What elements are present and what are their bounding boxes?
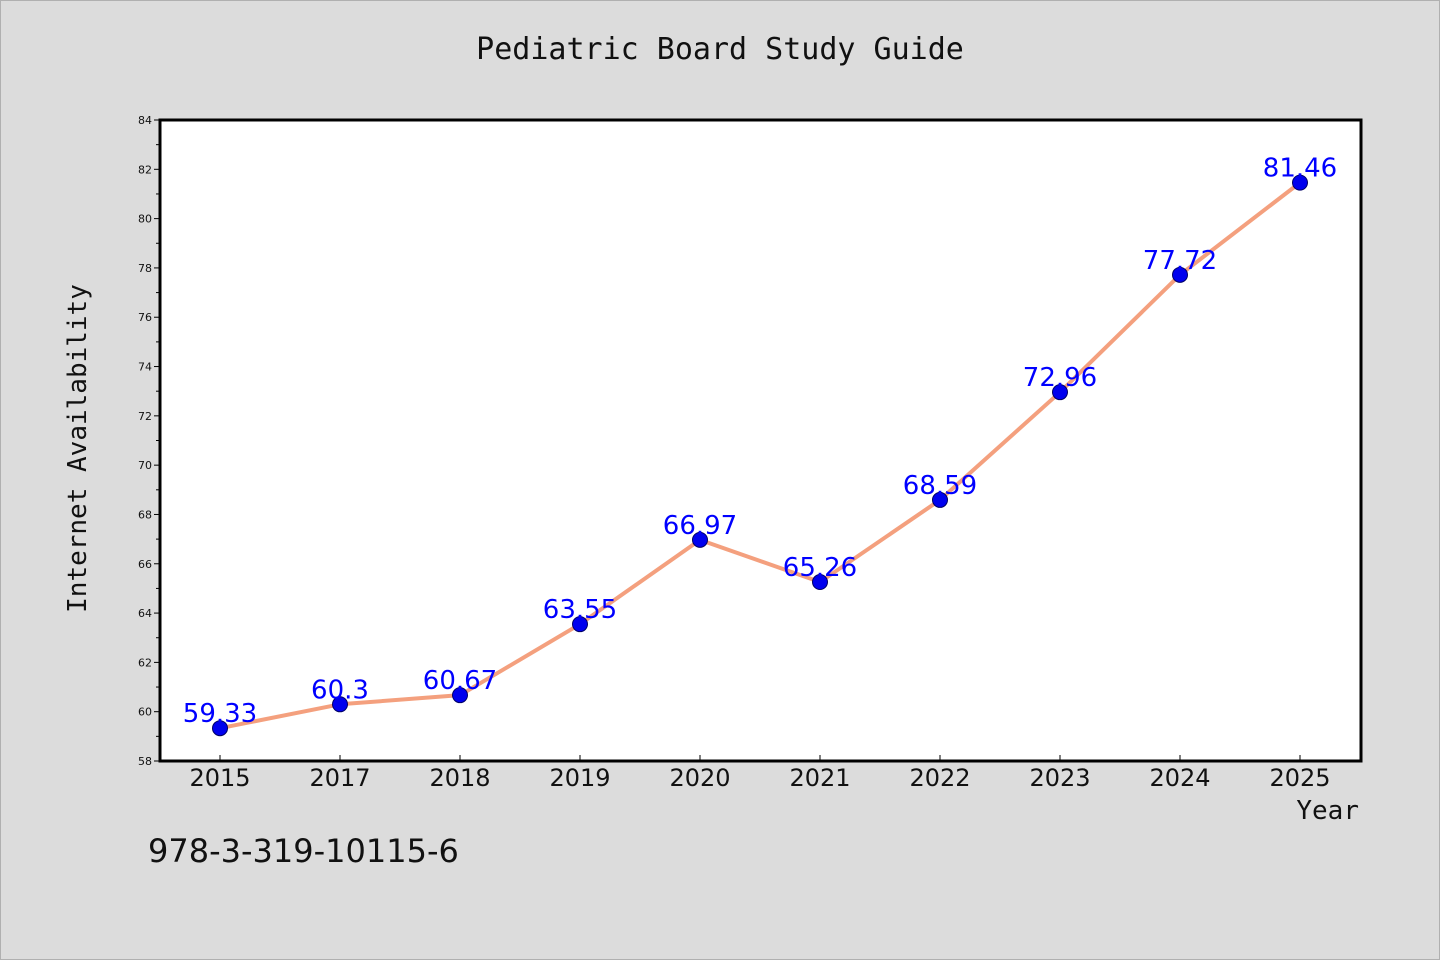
y-tick-label: 84 (138, 114, 152, 127)
x-axis-label: Year (1296, 796, 1359, 826)
x-tick-label: 2025 (1269, 764, 1330, 792)
data-point (932, 491, 948, 508)
y-tick-label: 62 (138, 656, 152, 669)
x-tick-label: 2019 (549, 764, 610, 792)
y-tick-label: 70 (138, 459, 152, 472)
y-axis: 58 60 62 64 66 68 70 72 74 76 78 80 82 84 (138, 114, 160, 768)
y-tick-label: 72 (138, 410, 152, 423)
x-tick-label: 2017 (309, 764, 370, 792)
data-point (572, 616, 588, 633)
data-point (692, 531, 708, 548)
series-line (219, 181, 1302, 731)
x-tick-label: 2024 (1149, 764, 1210, 792)
chart-title: Pediatric Board Study Guide (476, 32, 964, 67)
y-tick-label: 68 (138, 508, 152, 521)
y-tick-label: 74 (138, 361, 152, 374)
x-tick-label: 2018 (429, 764, 490, 792)
data-point (1292, 174, 1308, 191)
y-tick-label: 78 (138, 262, 152, 275)
data-label: 60.67 (423, 666, 497, 696)
y-tick-label: 64 (138, 607, 152, 620)
y-tick-label: 66 (138, 558, 152, 571)
y-tick-label: 80 (138, 213, 152, 226)
x-tick-label: 2015 (189, 764, 250, 792)
data-label: 77.72 (1143, 246, 1217, 276)
x-tick-label: 2020 (669, 764, 730, 792)
data-point (452, 687, 468, 704)
y-tick-label: 60 (138, 706, 152, 719)
data-point (1172, 266, 1188, 283)
y-tick-label: 76 (138, 311, 152, 324)
data-labels: 59.33 60.3 60.67 63.55 66.97 65.26 68.59 72.96 7… (183, 154, 1337, 730)
series-markers (212, 174, 1308, 737)
data-label: 59.33 (183, 699, 257, 729)
data-point (1052, 384, 1068, 401)
plot-area (158, 118, 1363, 763)
data-point (812, 574, 828, 591)
y-tick-label: 58 (138, 755, 152, 768)
data-point (212, 720, 228, 737)
y-tick-label: 82 (138, 163, 152, 176)
x-axis: 2015 2017 2018 2019 2020 2021 2022 2023 2024 2025 (189, 755, 1331, 792)
data-point (332, 696, 348, 713)
data-label: 66.97 (663, 511, 737, 541)
x-tick-label: 2023 (1029, 764, 1090, 792)
x-tick-label: 2022 (909, 764, 970, 792)
data-label: 60.3 (311, 675, 369, 705)
data-label: 72.96 (1023, 363, 1097, 393)
data-label: 68.59 (903, 471, 977, 501)
y-axis-label: Internet Availability (63, 284, 93, 613)
data-label: 65.26 (783, 553, 857, 583)
data-label: 63.55 (543, 595, 617, 625)
x-tick-label: 2021 (789, 764, 850, 792)
data-label: 81.46 (1263, 154, 1337, 184)
isbn-text: 978-3-319-10115-6 (148, 832, 459, 870)
